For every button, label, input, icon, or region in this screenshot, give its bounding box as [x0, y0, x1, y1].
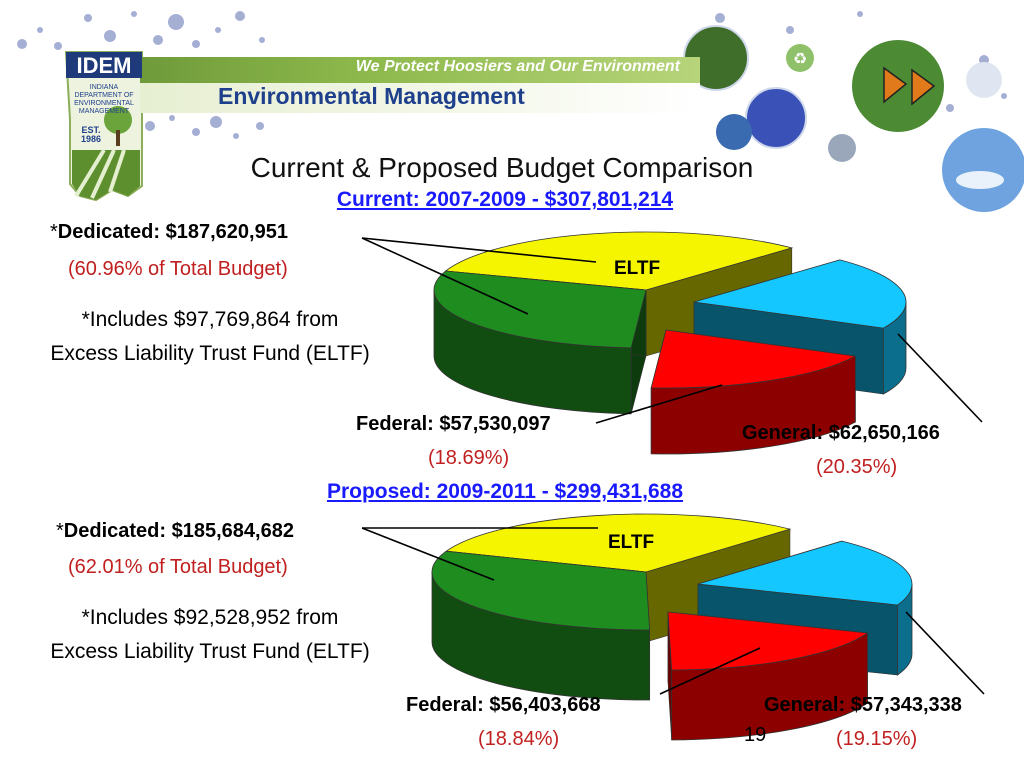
current-note-line2: Excess Liability Trust Fund (ELTF) [50, 342, 370, 365]
decor-dots [17, 11, 1007, 139]
current-federal-value: Federal: $57,530,097 [356, 413, 551, 435]
proposed-eltf-label: ELTF [608, 532, 655, 553]
logo-established: EST. 1986 [80, 125, 102, 144]
city-photo [828, 134, 856, 162]
proposed-eltf-note: *Includes $92,528,952 from Excess Liabil… [10, 601, 410, 669]
tree-icon [104, 106, 132, 134]
current-note-line1: *Includes $97,769,864 from [81, 308, 339, 331]
proposed-dedicated-pct: (62.01% of Total Budget) [68, 556, 288, 578]
current-budget-link[interactable]: Current: 2007-2009 - $307,801,214 [336, 188, 674, 211]
current-general-pct: (20.35%) [816, 456, 898, 478]
page-number: 19 [744, 724, 767, 746]
current-dedicated-value: Dedicated: $187,620,951 [57, 221, 288, 243]
current-federal-pct: (18.69%) [428, 447, 510, 469]
proposed-note-line2: Excess Liability Trust Fund (ELTF) [50, 640, 370, 663]
proposed-federal-value: Federal: $56,403,668 [406, 694, 601, 716]
handshake-photo [966, 62, 1002, 98]
current-dedicated-label: *Dedicated: $187,620,951 [50, 221, 288, 243]
logo-text: IDEM [76, 53, 132, 78]
tagline-banner [140, 57, 700, 83]
fern-photo [684, 26, 748, 90]
proposed-note-line1: *Includes $92,528,952 from [81, 606, 339, 629]
tagline-text: We Protect Hoosiers and Our Environment [355, 58, 680, 75]
sky-photo [942, 128, 1024, 212]
svg-text:♻: ♻ [793, 49, 807, 68]
logo-box [66, 52, 142, 78]
logo-subtitle: INDIANA DEPARTMENT OF ENVIRONMENTAL MANA… [74, 84, 134, 115]
water-photo [746, 88, 806, 148]
proposed-federal-pct: (18.84%) [478, 728, 560, 750]
current-eltf-note: *Includes $97,769,864 from Excess Liabil… [10, 303, 410, 371]
current-dedicated-pct: (60.96% of Total Budget) [68, 258, 288, 280]
recycle-icon [786, 44, 814, 72]
agency-banner [140, 83, 700, 113]
proposed-dedicated-value: Dedicated: $185,684,682 [63, 520, 294, 542]
agency-name: Environmental Management [218, 83, 525, 109]
current-eltf-label: ELTF [614, 258, 661, 279]
slide-title: Current & Proposed Budget Comparison [250, 152, 754, 183]
proposed-general-pct: (19.15%) [836, 728, 918, 750]
proposed-budget-link[interactable]: Proposed: 2009-2011 - $299,431,688 [326, 480, 684, 503]
proposed-general-value: General: $57,343,338 [764, 694, 962, 716]
solar-panel-photo [716, 114, 752, 150]
logo-fields [72, 150, 140, 200]
proposed-dedicated-label: *Dedicated: $185,684,682 [56, 520, 294, 542]
current-general-value: General: $62,650,166 [742, 422, 940, 444]
